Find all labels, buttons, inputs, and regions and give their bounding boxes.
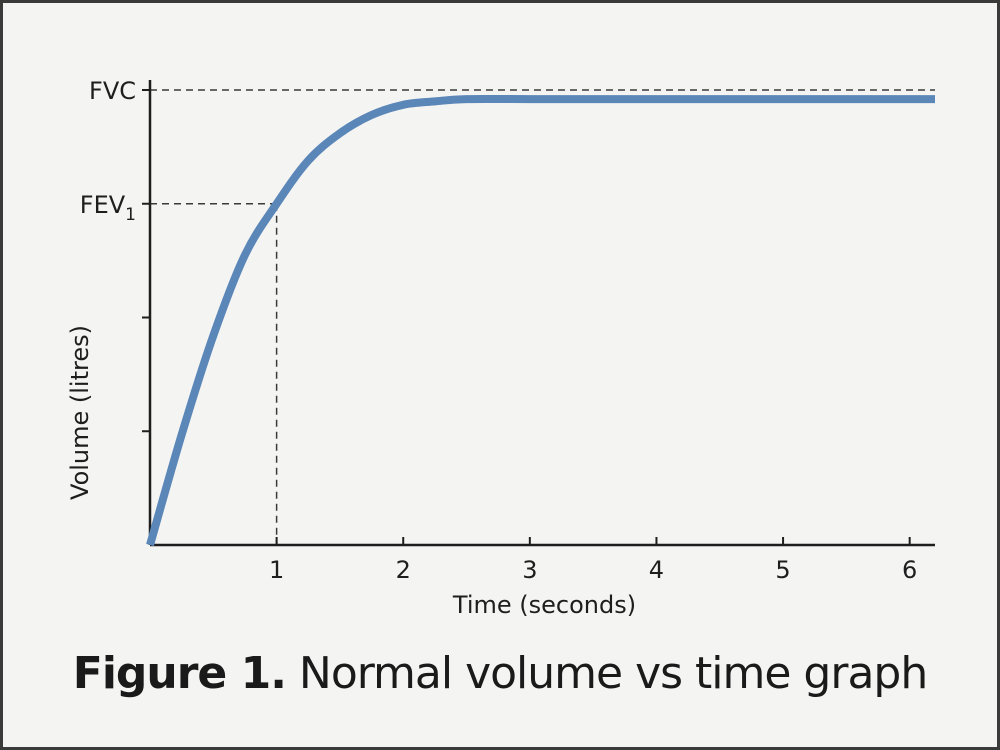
x-axis-label: Time (seconds) <box>452 591 636 619</box>
x-tick-labels: 1 2 3 4 5 6 <box>269 556 917 584</box>
x-tick-label: 6 <box>902 556 917 584</box>
y-reference-label-subscript: 1 <box>125 205 136 225</box>
y-reference-labels: FVC FEV1 <box>80 77 136 225</box>
figure-caption: Figure 1. Normal volume vs time graph <box>0 648 1000 699</box>
y-reference-label: FVC <box>89 77 136 105</box>
x-tick-label: 2 <box>396 556 411 584</box>
x-tick-label: 3 <box>522 556 537 584</box>
volume-curve <box>146 94 935 547</box>
series-group <box>146 94 935 547</box>
volume-time-chart: FVC FEV1 1 2 3 4 5 6 Time (seconds) Volume (li… <box>66 77 935 619</box>
x-tick-label: 1 <box>269 556 284 584</box>
y-reference-label: FEV1 <box>80 191 136 225</box>
figure-caption-text: Normal volume vs time graph <box>285 648 928 699</box>
x-tick-label: 5 <box>775 556 790 584</box>
x-tick-label: 4 <box>649 556 664 584</box>
figure-caption-label: Figure 1. <box>72 648 287 699</box>
reference-lines <box>150 89 935 545</box>
axes <box>142 80 935 547</box>
y-axis-label: Volume (litres) <box>66 325 94 500</box>
